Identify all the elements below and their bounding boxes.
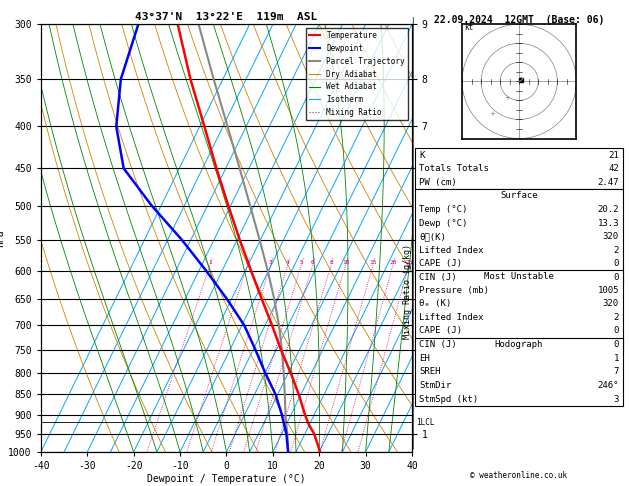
Text: 0: 0 [613,327,619,335]
Text: θₑ (K): θₑ (K) [419,299,451,308]
Text: 21: 21 [608,151,619,159]
Text: 10: 10 [342,260,350,264]
Text: Totals Totals: Totals Totals [419,164,489,173]
Text: Most Unstable: Most Unstable [484,272,554,281]
Y-axis label: hPa: hPa [0,229,6,247]
Text: 13.3: 13.3 [598,219,619,227]
Text: 3: 3 [269,260,273,264]
Text: 2: 2 [613,246,619,255]
Text: 2: 2 [613,313,619,322]
Text: kt: kt [464,23,473,32]
Text: PW (cm): PW (cm) [419,178,457,187]
Text: CAPE (J): CAPE (J) [419,327,462,335]
Text: 320: 320 [603,232,619,241]
Text: StmSpd (kt): StmSpd (kt) [419,395,478,403]
Text: 2: 2 [246,260,250,264]
Text: K: K [419,151,425,159]
Text: 25: 25 [405,260,413,264]
Text: 0: 0 [613,273,619,282]
Legend: Temperature, Dewpoint, Parcel Trajectory, Dry Adiabat, Wet Adiabat, Isotherm, Mi: Temperature, Dewpoint, Parcel Trajectory… [306,28,408,120]
Text: 2.47: 2.47 [598,178,619,187]
Text: 7: 7 [613,367,619,376]
Text: EH: EH [419,354,430,363]
Text: 3: 3 [613,395,619,403]
Text: 5: 5 [299,260,303,264]
Text: SREH: SREH [419,367,440,376]
Text: Surface: Surface [500,191,538,200]
Text: Hodograph: Hodograph [495,340,543,349]
Title: 43°37'N  13°22'E  119m  ASL: 43°37'N 13°22'E 119m ASL [135,12,318,22]
Text: 4: 4 [286,260,290,264]
Text: Lifted Index: Lifted Index [419,246,484,255]
Text: StmDir: StmDir [419,381,451,390]
Text: 1: 1 [208,260,212,264]
Text: CAPE (J): CAPE (J) [419,260,462,268]
Text: 15: 15 [369,260,377,264]
Text: 20: 20 [389,260,397,264]
Text: CIN (J): CIN (J) [419,340,457,349]
Text: Dewp (°C): Dewp (°C) [419,219,467,227]
Y-axis label: km
ASL: km ASL [430,229,452,247]
Text: 1: 1 [613,354,619,363]
Text: 0: 0 [613,340,619,349]
Text: 320: 320 [603,299,619,308]
Text: 0: 0 [613,260,619,268]
Text: 1005: 1005 [598,286,619,295]
Text: +: + [504,95,510,102]
Text: Pressure (mb): Pressure (mb) [419,286,489,295]
Text: 8: 8 [329,260,333,264]
Text: 22.09.2024  12GMT  (Base: 06): 22.09.2024 12GMT (Base: 06) [434,15,604,25]
Text: θᴁ(K): θᴁ(K) [419,232,446,241]
Text: Lifted Index: Lifted Index [419,313,484,322]
Text: Temp (°C): Temp (°C) [419,205,467,214]
Text: CIN (J): CIN (J) [419,273,457,282]
Text: © weatheronline.co.uk: © weatheronline.co.uk [470,471,567,480]
Text: 246°: 246° [598,381,619,390]
Text: Mixing Ratio (g/kg): Mixing Ratio (g/kg) [403,244,412,339]
X-axis label: Dewpoint / Temperature (°C): Dewpoint / Temperature (°C) [147,474,306,484]
Text: 1LCL: 1LCL [416,418,435,427]
Text: +: + [489,111,494,117]
Text: 20.2: 20.2 [598,205,619,214]
Text: 6: 6 [311,260,314,264]
Text: 42: 42 [608,164,619,173]
